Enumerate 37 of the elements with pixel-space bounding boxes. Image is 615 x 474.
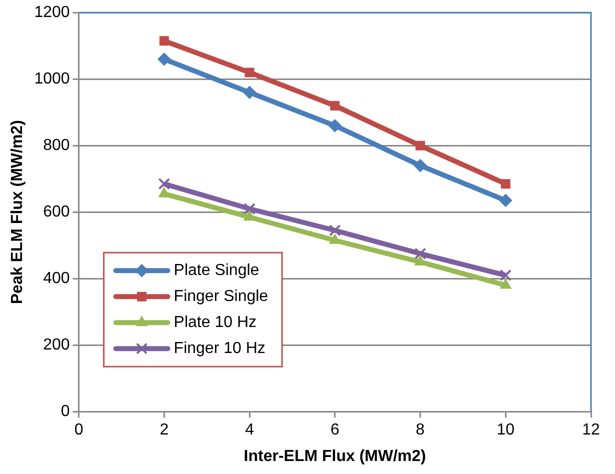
point — [416, 140, 426, 150]
x-tick-label: 12 — [582, 422, 600, 439]
y-tick-label: 600 — [43, 204, 70, 221]
point — [330, 100, 340, 110]
x-axis-title: Inter-ELM Flux (MW/m2) — [244, 448, 426, 465]
y-axis-title: Peak ELM Flux (MW/m2) — [9, 120, 26, 304]
x-tick-label: 8 — [416, 422, 425, 439]
point — [244, 68, 254, 78]
point — [328, 119, 342, 132]
point — [414, 248, 426, 260]
y-tick-label: 1200 — [34, 4, 70, 22]
y-tick-label: 800 — [43, 137, 70, 154]
point — [500, 269, 512, 282]
x-tick-label: 0 — [74, 422, 84, 439]
point — [500, 278, 512, 289]
x-tick-label: 10 — [496, 422, 515, 439]
y-tick-label: 200 — [43, 336, 70, 354]
point — [500, 179, 510, 189]
y-tick-label: 1000 — [34, 70, 70, 88]
x-tick-label: 6 — [330, 422, 340, 439]
point — [158, 52, 171, 66]
y-tick-label: 400 — [43, 270, 70, 288]
x-tick-label: 4 — [245, 422, 254, 439]
point — [328, 224, 341, 236]
point — [244, 202, 256, 215]
legend-label: Plate 10 Hz — [174, 314, 257, 332]
point — [499, 194, 512, 207]
point — [414, 159, 427, 172]
legend-label: Finger 10 Hz — [174, 340, 266, 358]
legend-label: Plate Single — [174, 262, 260, 280]
y-tick-label: 0 — [60, 403, 70, 420]
point — [158, 178, 170, 190]
point — [159, 36, 169, 46]
point — [244, 210, 256, 221]
x-tick-label: 2 — [160, 422, 169, 439]
legend-label: Finger Single — [174, 288, 268, 306]
point — [243, 86, 256, 99]
